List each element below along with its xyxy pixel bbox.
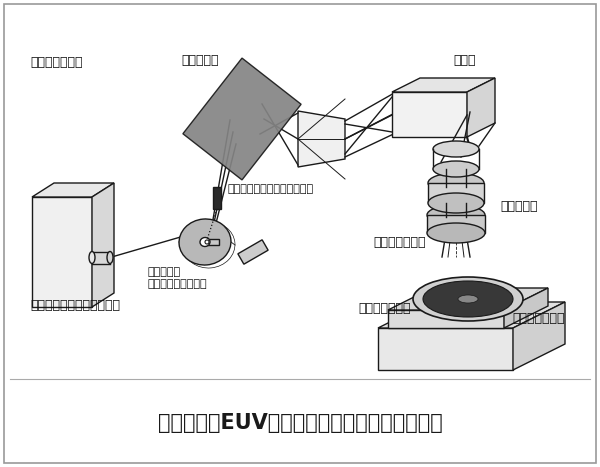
Text: マスク: マスク — [454, 54, 476, 67]
Polygon shape — [32, 183, 114, 197]
Polygon shape — [467, 78, 495, 137]
FancyBboxPatch shape — [4, 4, 596, 463]
Ellipse shape — [428, 193, 484, 213]
Polygon shape — [392, 92, 467, 137]
Ellipse shape — [458, 295, 478, 303]
Ellipse shape — [89, 252, 95, 263]
Polygon shape — [238, 240, 268, 264]
Polygon shape — [298, 111, 345, 167]
Polygon shape — [183, 58, 301, 180]
Polygon shape — [378, 302, 565, 328]
Text: 極端紫外（EUV）リソグラフィ露光機の模式図: 極端紫外（EUV）リソグラフィ露光機の模式図 — [158, 413, 442, 433]
Polygon shape — [504, 288, 548, 328]
Polygon shape — [92, 183, 114, 307]
Text: レーザー励起プラズマ光源: レーザー励起プラズマ光源 — [30, 299, 120, 312]
Bar — [428, 183, 484, 203]
Ellipse shape — [413, 277, 523, 321]
Ellipse shape — [200, 238, 210, 247]
Ellipse shape — [433, 141, 479, 157]
Polygon shape — [388, 288, 548, 310]
Bar — [427, 215, 485, 233]
Text: ドロップレットジェネレータ: ドロップレットジェネレータ — [228, 184, 314, 194]
Text: 励起用レーザー: 励起用レーザー — [30, 56, 83, 69]
Ellipse shape — [433, 161, 479, 177]
Bar — [213, 187, 221, 209]
Bar — [207, 239, 219, 245]
Polygon shape — [388, 310, 504, 328]
Ellipse shape — [205, 240, 209, 244]
Ellipse shape — [107, 252, 113, 263]
Text: 投影光学系: 投影光学系 — [500, 200, 538, 213]
Polygon shape — [392, 78, 495, 92]
Ellipse shape — [423, 281, 513, 317]
Polygon shape — [32, 197, 92, 307]
Polygon shape — [513, 302, 565, 370]
Text: シリコンウェハ: シリコンウェハ — [359, 302, 411, 315]
Ellipse shape — [179, 219, 231, 265]
Text: 集光ミラー
誘電体多層膜反射鏡: 集光ミラー 誘電体多層膜反射鏡 — [148, 267, 208, 289]
Ellipse shape — [428, 173, 484, 193]
Text: フォトレジスト: フォトレジスト — [373, 235, 425, 248]
Ellipse shape — [427, 205, 485, 225]
Ellipse shape — [427, 223, 485, 243]
Text: 照明光学系: 照明光学系 — [181, 54, 219, 67]
Polygon shape — [378, 328, 513, 370]
Text: ウェハステージ: ウェハステージ — [512, 312, 565, 325]
